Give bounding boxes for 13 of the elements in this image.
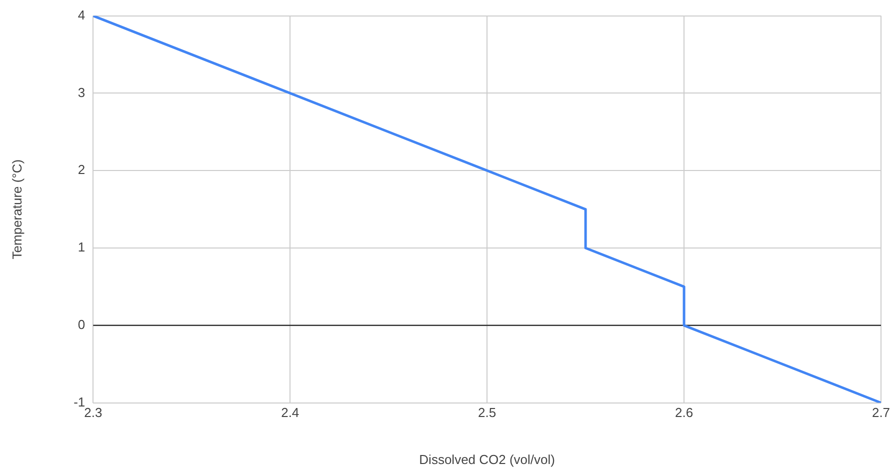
x-tick-label: 2.4 bbox=[281, 405, 300, 420]
x-tick-label: 2.5 bbox=[478, 405, 496, 420]
y-tick-label: 4 bbox=[78, 7, 86, 22]
x-axis-title: Dissolved CO2 (vol/vol) bbox=[419, 452, 555, 467]
y-tick-label: 1 bbox=[78, 240, 86, 255]
y-tick-label: 2 bbox=[78, 162, 86, 178]
x-tick-label: 2.6 bbox=[675, 405, 694, 420]
x-tick-label: 2.7 bbox=[872, 405, 890, 420]
y-tick-label: -1 bbox=[74, 394, 86, 410]
y-tick-label: 3 bbox=[78, 84, 86, 100]
y-axis-title: Temperature (°C) bbox=[9, 159, 24, 260]
y-tick-label: 0 bbox=[78, 316, 86, 332]
x-tick-label: 2.3 bbox=[84, 405, 102, 420]
